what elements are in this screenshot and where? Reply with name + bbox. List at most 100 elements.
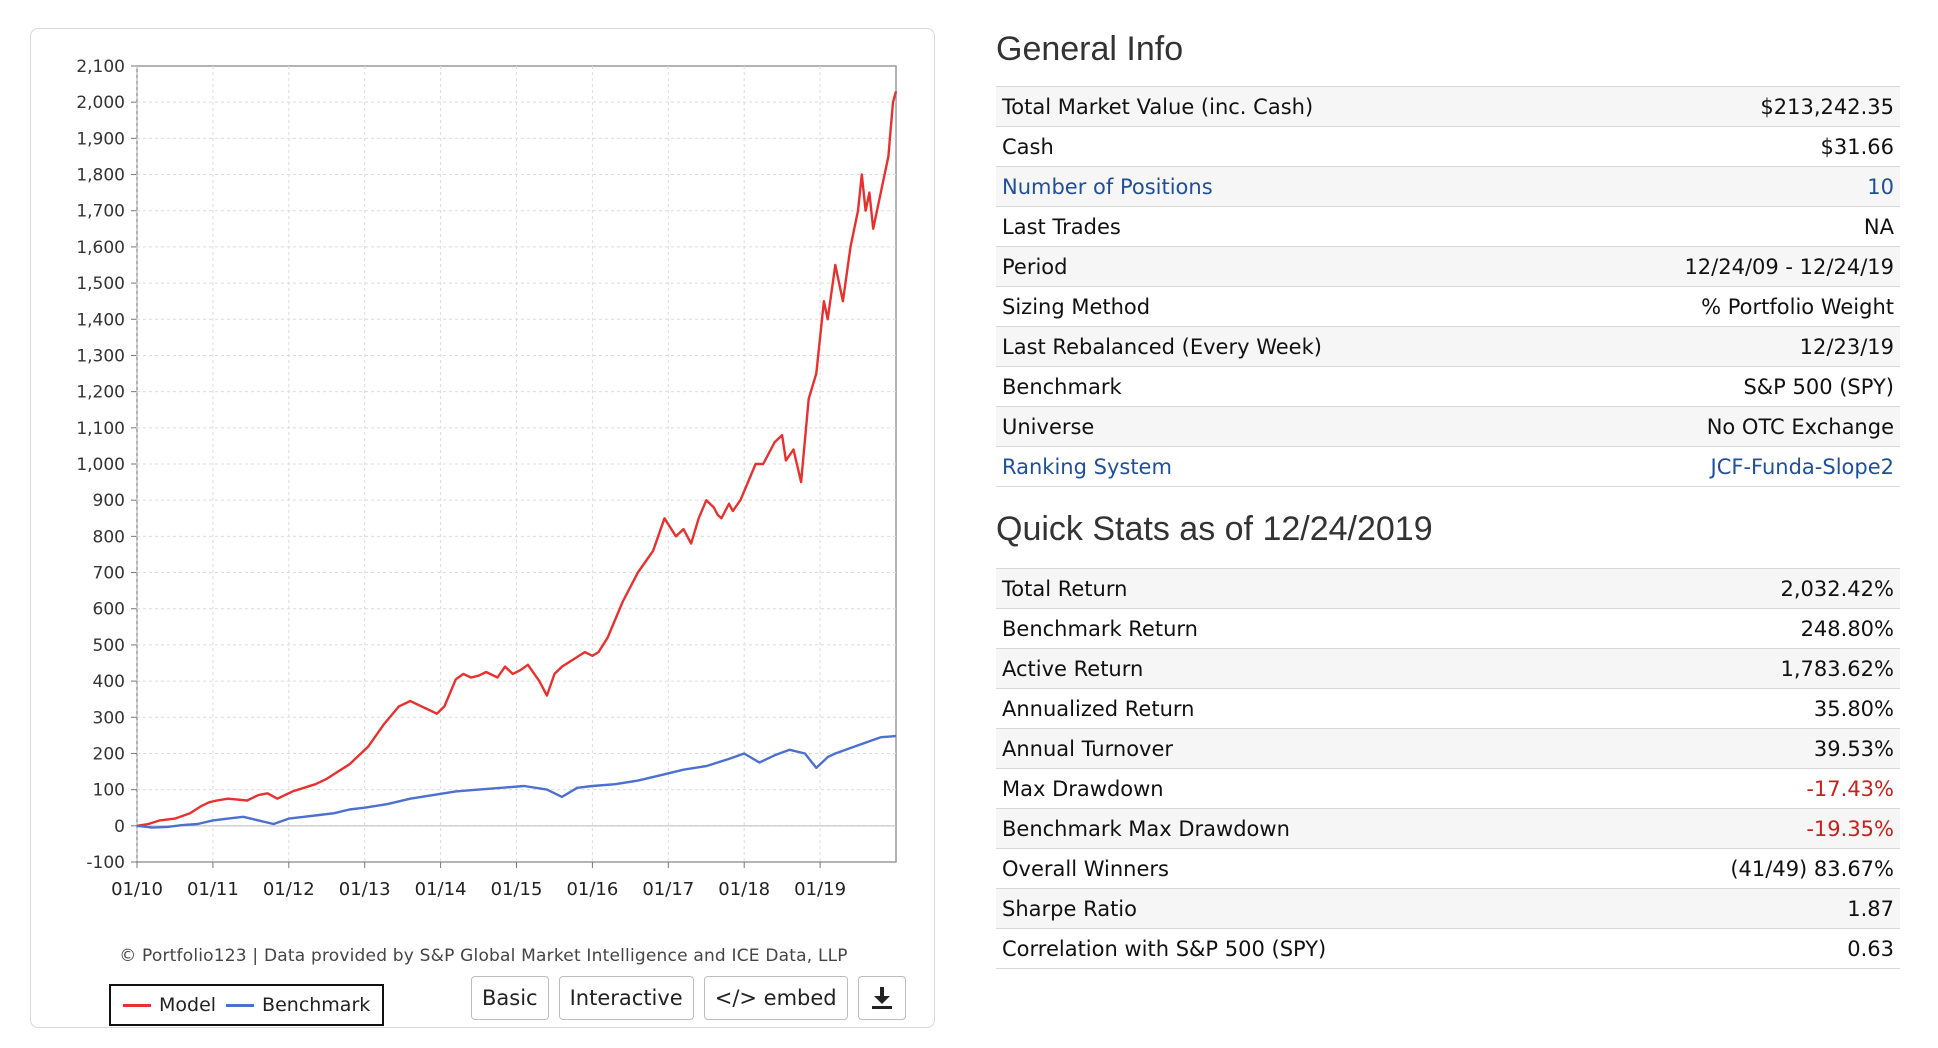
- download-icon: [871, 987, 892, 1009]
- row-value: $31.66: [1820, 134, 1894, 159]
- y-tick-label: 1,700: [76, 202, 125, 222]
- row-value: -19.35%: [1806, 816, 1894, 841]
- y-tick-label: -100: [86, 853, 125, 873]
- download-button[interactable]: [857, 976, 906, 1020]
- x-tick-label: 01/15: [491, 879, 543, 900]
- x-tick-label: 01/11: [187, 879, 239, 900]
- table-row: Benchmark S&P 500 (SPY): [996, 367, 1900, 407]
- y-tick-label: 600: [93, 600, 125, 620]
- table-row: Ranking System JCF-Funda-Slope2: [996, 447, 1900, 487]
- general-info-title: General Info: [996, 30, 1184, 68]
- basic-button[interactable]: Basic: [471, 976, 549, 1020]
- y-tick-label: 2,100: [76, 57, 125, 77]
- performance-chart: 2,100 2,000 1,900 1,800 1,700 1,600 1,500 1,400…: [76, 57, 898, 900]
- row-value: 39.53%: [1813, 736, 1894, 761]
- legend-item-model[interactable]: Model: [123, 994, 216, 1016]
- table-row: Period 12/24/09 - 12/24/19: [996, 247, 1900, 287]
- legend-label-model: Model: [159, 994, 217, 1016]
- y-tick-label: 1,500: [76, 274, 125, 294]
- y-tick-label: 100: [93, 781, 125, 801]
- row-value[interactable]: JCF-Funda-Slope2: [1710, 454, 1894, 479]
- row-label: Sizing Method: [1002, 294, 1151, 319]
- row-label: Sharpe Ratio: [1002, 896, 1137, 921]
- row-value: 0.63: [1847, 936, 1894, 961]
- table-row: Last Rebalanced (Every Week) 12/23/19: [996, 327, 1900, 367]
- y-tick-label: 200: [93, 744, 125, 764]
- table-row: Benchmark Return 248.80%: [996, 609, 1900, 649]
- row-value: NA: [1863, 214, 1894, 239]
- row-label[interactable]: Number of Positions: [1002, 174, 1213, 199]
- series-line-model: [136, 90, 898, 827]
- row-label: Last Rebalanced (Every Week): [1002, 334, 1322, 359]
- table-row: Sharpe Ratio 1.87: [996, 889, 1900, 929]
- legend-item-benchmark[interactable]: Benchmark: [226, 994, 370, 1016]
- y-tick-label: 500: [93, 636, 125, 656]
- row-label: Benchmark Return: [1002, 616, 1198, 641]
- general-info-table: Total Market Value (inc. Cash) $213,242.3…: [996, 86, 1900, 487]
- table-row: Cash $31.66: [996, 127, 1900, 167]
- row-label: Benchmark: [1002, 374, 1122, 399]
- table-row: Overall Winners (41/49) 83.67%: [996, 849, 1900, 889]
- legend-swatch-model: [123, 1003, 151, 1007]
- row-value: 35.80%: [1813, 696, 1894, 721]
- row-value: 12/23/19: [1799, 334, 1894, 359]
- row-label: Last Trades: [1002, 214, 1121, 239]
- row-value[interactable]: 10: [1867, 174, 1894, 199]
- row-value: No OTC Exchange: [1706, 414, 1894, 439]
- y-tick-label: 700: [93, 564, 125, 584]
- row-label: Overall Winners: [1002, 856, 1169, 881]
- table-row: Total Return 2,032.42%: [996, 569, 1900, 609]
- y-tick-label: 2,000: [76, 93, 125, 113]
- table-row: Annualized Return 35.80%: [996, 689, 1900, 729]
- performance-chart-card: 2,100 2,000 1,900 1,800 1,700 1,600 1,500 1,400…: [30, 28, 935, 1028]
- y-tick-label: 1,800: [76, 166, 125, 186]
- row-label: Period: [1002, 254, 1068, 279]
- x-tick-label: 01/14: [415, 879, 467, 900]
- y-tick-label: 1,400: [76, 310, 125, 330]
- table-row: Number of Positions 10: [996, 167, 1900, 207]
- data-credit: © Portfolio123 | Data provided by S&P Gl…: [119, 946, 848, 966]
- legend-label-benchmark: Benchmark: [262, 994, 371, 1016]
- y-tick-label: 1,000: [76, 455, 125, 475]
- row-value: % Portfolio Weight: [1701, 294, 1894, 319]
- y-tick-label: 1,300: [76, 346, 125, 366]
- row-label: Annual Turnover: [1002, 736, 1174, 761]
- legend-swatch-benchmark: [226, 1003, 255, 1007]
- table-row: Total Market Value (inc. Cash) $213,242.3…: [996, 87, 1900, 127]
- embed-button[interactable]: </> embed: [703, 976, 848, 1020]
- table-row: Benchmark Max Drawdown -19.35%: [996, 809, 1900, 849]
- y-tick-label: 300: [93, 708, 125, 728]
- y-tick-label: 0: [114, 817, 125, 837]
- row-value: 1,783.62%: [1780, 656, 1894, 681]
- row-value: -17.43%: [1806, 776, 1894, 801]
- table-row: Annual Turnover 39.53%: [996, 729, 1900, 769]
- x-tick-label: 01/19: [794, 879, 846, 900]
- row-value: 1.87: [1847, 896, 1894, 921]
- row-label: Max Drawdown: [1002, 776, 1164, 801]
- x-tick-label: 01/12: [263, 879, 315, 900]
- row-label: Universe: [1002, 414, 1095, 439]
- row-value: S&P 500 (SPY): [1743, 374, 1894, 399]
- table-row: Universe No OTC Exchange: [996, 407, 1900, 447]
- table-row: Active Return 1,783.62%: [996, 649, 1900, 689]
- row-value: $213,242.35: [1760, 94, 1894, 119]
- row-label: Total Return: [1002, 576, 1128, 601]
- x-tick-label: 01/10: [111, 879, 163, 900]
- quick-stats-title: Quick Stats as of 12/24/2019: [996, 510, 1433, 548]
- y-tick-label: 900: [93, 491, 125, 511]
- row-label: Correlation with S&P 500 (SPY): [1002, 936, 1327, 961]
- row-value: 12/24/09 - 12/24/19: [1684, 254, 1894, 279]
- interactive-button[interactable]: Interactive: [558, 976, 694, 1020]
- row-label: Active Return: [1002, 656, 1144, 681]
- chart-legend: Model Benchmark: [109, 984, 385, 1026]
- x-tick-label: 01/18: [718, 879, 770, 900]
- y-tick-label: 1,600: [76, 238, 125, 258]
- y-tick-label: 1,200: [76, 383, 125, 403]
- y-tick-label: 800: [93, 527, 125, 547]
- table-row: Sizing Method % Portfolio Weight: [996, 287, 1900, 327]
- row-label[interactable]: Ranking System: [1002, 454, 1172, 479]
- quick-stats-table: Total Return 2,032.42% Benchmark Return 248…: [996, 568, 1900, 969]
- row-label: Cash: [1002, 134, 1054, 159]
- x-tick-label: 01/17: [642, 879, 694, 900]
- table-row: Last Trades NA: [996, 207, 1900, 247]
